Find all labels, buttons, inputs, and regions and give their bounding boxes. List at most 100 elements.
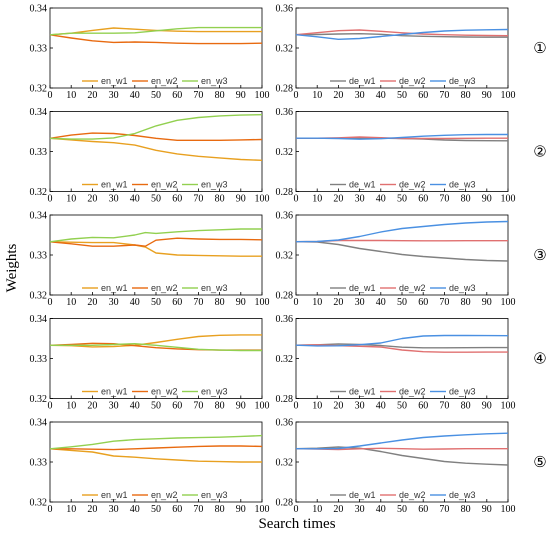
x-tick-label: 30 (355, 297, 365, 308)
x-tick-label: 10 (312, 194, 322, 205)
chart-panel-left-5: 0 10 20 30 40 50 60 70 80 90 100 0.32 0.33 0.34 en_w1 e… (30, 418, 270, 516)
x-tick-label: 70 (439, 90, 449, 101)
x-tick-label: 70 (193, 297, 203, 308)
y-tick-label: 0.36 (276, 418, 294, 429)
x-tick-label: 50 (397, 90, 407, 101)
x-tick-label: 0 (48, 504, 53, 515)
legend-label-de_w2: de_w2 (399, 180, 426, 190)
series-line-en_w1 (49, 137, 263, 161)
x-tick-label: 90 (482, 194, 492, 205)
x-tick-label: 10 (66, 504, 76, 515)
series-line-de_w1 (295, 343, 508, 349)
row-marker: ⑤ (533, 453, 546, 471)
x-tick-label: 90 (236, 401, 246, 412)
y-tick-label: 0.32 (276, 251, 294, 262)
x-tick-label: 60 (418, 90, 428, 101)
x-tick-label: 70 (439, 401, 449, 412)
x-tick-label: 40 (130, 297, 140, 308)
x-tick-label: 30 (109, 194, 119, 205)
x-tick-label: 20 (87, 504, 97, 515)
chart-panel-left-1: 0 10 20 30 40 50 60 70 80 90 100 0.32 0.33 0.34 en_w1 e… (30, 4, 270, 102)
x-tick-label: 20 (333, 90, 343, 101)
x-tick-label: 10 (66, 194, 76, 205)
y-tick-label: 0.32 (276, 147, 294, 158)
y-tick-label: 0.32 (276, 354, 294, 365)
x-tick-label: 20 (87, 401, 97, 412)
legend-label-en_w1: en_w1 (101, 180, 128, 190)
x-tick-label: 60 (418, 297, 428, 308)
x-tick-label: 90 (236, 504, 246, 515)
y-tick-label: 0.32 (30, 84, 48, 95)
y-tick-label: 0.33 (30, 251, 48, 262)
chart-panel-left-2: 0 10 20 30 40 50 60 70 80 90 100 0.32 0.33 0.34 en_w1 e… (30, 107, 270, 205)
x-tick-label: 70 (193, 90, 203, 101)
x-tick-label: 100 (501, 297, 516, 308)
x-tick-label: 30 (109, 90, 119, 101)
y-tick-label: 0.32 (276, 458, 294, 469)
y-tick-label: 0.33 (30, 147, 48, 158)
x-tick-label: 40 (376, 401, 386, 412)
y-tick-label: 0.36 (276, 211, 294, 222)
legend-label-de_w1: de_w1 (349, 283, 376, 293)
legend-label-de_w3: de_w3 (449, 387, 476, 397)
x-tick-label: 80 (461, 504, 471, 515)
y-tick-label: 0.33 (30, 44, 48, 55)
x-tick-label: 70 (193, 504, 203, 515)
x-tick-label: 10 (312, 297, 322, 308)
x-tick-label: 80 (215, 90, 225, 101)
x-tick-label: 20 (333, 504, 343, 515)
x-tick-label: 90 (482, 504, 492, 515)
x-tick-label: 90 (482, 90, 492, 101)
x-tick-label: 90 (482, 297, 492, 308)
series-line-en_w1 (49, 241, 262, 257)
series-line-de_w2 (295, 29, 509, 37)
x-tick-label: 70 (193, 194, 203, 205)
x-tick-label: 80 (215, 504, 225, 515)
legend-label-en_w2: en_w2 (151, 387, 178, 397)
y-tick-label: 0.32 (276, 44, 294, 55)
x-tick-label: 40 (130, 90, 140, 101)
x-tick-label: 100 (255, 297, 270, 308)
legend-label-en_w3: en_w3 (201, 180, 228, 190)
legend-label-de_w3: de_w3 (449, 283, 476, 293)
y-tick-label: 0.36 (276, 4, 294, 15)
x-tick-label: 20 (87, 90, 97, 101)
x-tick-label: 60 (172, 90, 182, 101)
series-line-en_w3 (50, 343, 262, 352)
series-line-de_w1 (295, 241, 509, 262)
x-tick-label: 60 (172, 504, 182, 515)
x-tick-label: 90 (236, 90, 246, 101)
legend-label-en_w2: en_w2 (151, 180, 178, 190)
x-tick-label: 30 (109, 401, 119, 412)
x-tick-label: 30 (355, 401, 365, 412)
x-tick-label: 0 (48, 401, 53, 412)
x-tick-label: 20 (87, 297, 97, 308)
x-tick-label: 60 (418, 504, 428, 515)
series-line-en_w1 (49, 334, 262, 348)
x-tick-label: 50 (151, 504, 161, 515)
x-tick-label: 0 (294, 297, 299, 308)
x-tick-label: 0 (294, 90, 299, 101)
y-tick-label: 0.28 (276, 498, 294, 509)
chart-panel-left-3: 0 10 20 30 40 50 60 70 80 90 100 0.32 0.33 0.34 en_w1 e… (30, 211, 270, 309)
x-tick-label: 0 (294, 401, 299, 412)
x-tick-label: 100 (255, 401, 270, 412)
chart-panel-right-1: 0 10 20 30 40 50 60 70 80 90 100 0.28 0.32 0.36 de_w1 d… (276, 4, 547, 102)
y-tick-label: 0.34 (30, 107, 48, 118)
x-tick-label: 90 (236, 194, 246, 205)
x-tick-label: 100 (255, 194, 270, 205)
series-line-en_w2 (50, 445, 263, 451)
legend-label-de_w1: de_w1 (349, 180, 376, 190)
legend-label-en_w3: en_w3 (201, 387, 228, 397)
series-line-en_w1 (49, 448, 262, 463)
x-tick-label: 50 (397, 401, 407, 412)
series-line-en_w2 (49, 132, 263, 142)
x-tick-label: 60 (418, 401, 428, 412)
legend-label-en_w3: en_w3 (201, 283, 228, 293)
series-line-en_w3 (49, 228, 262, 243)
series-line-de_w1 (295, 446, 509, 466)
y-tick-label: 0.32 (30, 498, 48, 509)
x-tick-label: 40 (130, 194, 140, 205)
